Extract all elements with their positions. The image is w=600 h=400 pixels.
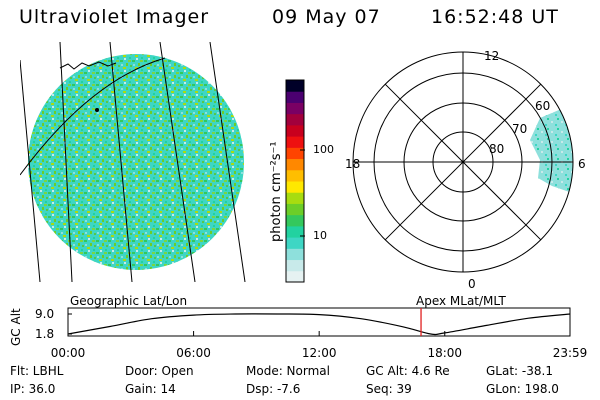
polar-grid (352, 51, 574, 273)
mlat-label-80: 80 (489, 142, 504, 156)
colorbar-swatch (286, 169, 304, 182)
time-label: 16:52:48 UT (431, 6, 559, 28)
colorbar-ticks (300, 149, 305, 237)
colorbar-swatch (286, 113, 304, 126)
colorbar-swatch (286, 192, 304, 204)
gc-alt-info: GC Alt: 4.6 Re (366, 364, 450, 378)
geographic-grid (20, 42, 246, 282)
glat-info: GLat: -38.1 (486, 364, 553, 378)
colorbar (285, 79, 305, 283)
mlt-label-12: 12 (484, 49, 499, 63)
mlt-label-18: 18 (345, 157, 360, 171)
polar-emission (530, 104, 573, 200)
mlat-label-70: 70 (512, 122, 527, 136)
colorbar-swatch (286, 80, 304, 92)
colorbar-swatch (286, 136, 304, 148)
x-tick-label: 18:00 (427, 346, 462, 360)
x-axis-ticks: 00:00 06:00 12:00 18:00 23:59 (51, 331, 588, 360)
y-tick-label-9: 9.0 (35, 307, 54, 321)
colorbar-swatch (286, 124, 304, 137)
geographic-label: Geographic Lat/Lon (70, 294, 187, 308)
header: Ultraviolet Imager 09 May 07 16:52:48 UT (0, 6, 600, 32)
flt-info: Flt: LBHL (10, 364, 64, 378)
x-tick-label: 06:00 (176, 346, 211, 360)
colorbar-swatch (286, 158, 304, 171)
altitude-curve (67, 313, 571, 336)
apex-label: Apex MLat/MLT (416, 294, 506, 308)
colorbar-swatch (286, 102, 304, 115)
gain-info: Gain: 14 (125, 382, 176, 396)
colorbar-tick-100: 100 (313, 143, 334, 156)
mlt-label-6: 6 (578, 157, 586, 171)
colorbar-label: photon cm⁻²s⁻¹ (269, 141, 284, 242)
door-info: Door: Open (125, 364, 194, 378)
colorbar-swatch (286, 259, 304, 272)
colorbar-swatch (286, 248, 304, 261)
colorbar-swatch (286, 147, 304, 160)
colorbar-swatch (286, 237, 304, 249)
y-axis-label: GC Alt (9, 308, 23, 346)
x-tick-label: 00:00 (51, 346, 86, 360)
station-marker (95, 108, 99, 112)
x-tick-label: 23:59 (553, 346, 588, 360)
x-tick-label: 12:00 (302, 346, 337, 360)
ip-info: IP: 36.0 (10, 382, 56, 396)
colorbar-swatch (286, 203, 304, 216)
dsp-info: Dsp: -7.6 (246, 382, 301, 396)
colorbar-swatch (286, 225, 304, 238)
date-label: 09 May 07 (272, 6, 381, 28)
colorbar-swatch (286, 214, 304, 227)
instrument-title: Ultraviolet Imager (19, 6, 210, 28)
colorbar-swatch (286, 181, 304, 193)
mlat-label-60: 60 (535, 99, 550, 113)
y-tick-label-1.8: 1.8 (35, 327, 54, 341)
colorbar-frame (285, 79, 305, 283)
emission-disk (28, 54, 244, 270)
colorbar-tick-10: 10 (313, 229, 327, 242)
geographic-panel (20, 42, 246, 282)
altitude-plot: 9.0 1.8 GC Alt 00:00 06:00 12:00 18:00 23:59 (9, 307, 587, 360)
mlt-label-0: 0 (468, 277, 476, 291)
seq-info: Seq: 39 (366, 382, 412, 396)
colorbar-swatch (286, 91, 304, 103)
colorbar-swatch (286, 270, 304, 283)
polar-panel: 12 18 6 0 60 70 80 (345, 49, 586, 291)
mode-info: Mode: Normal (246, 364, 330, 378)
glon-info: GLon: 198.0 (486, 382, 559, 396)
